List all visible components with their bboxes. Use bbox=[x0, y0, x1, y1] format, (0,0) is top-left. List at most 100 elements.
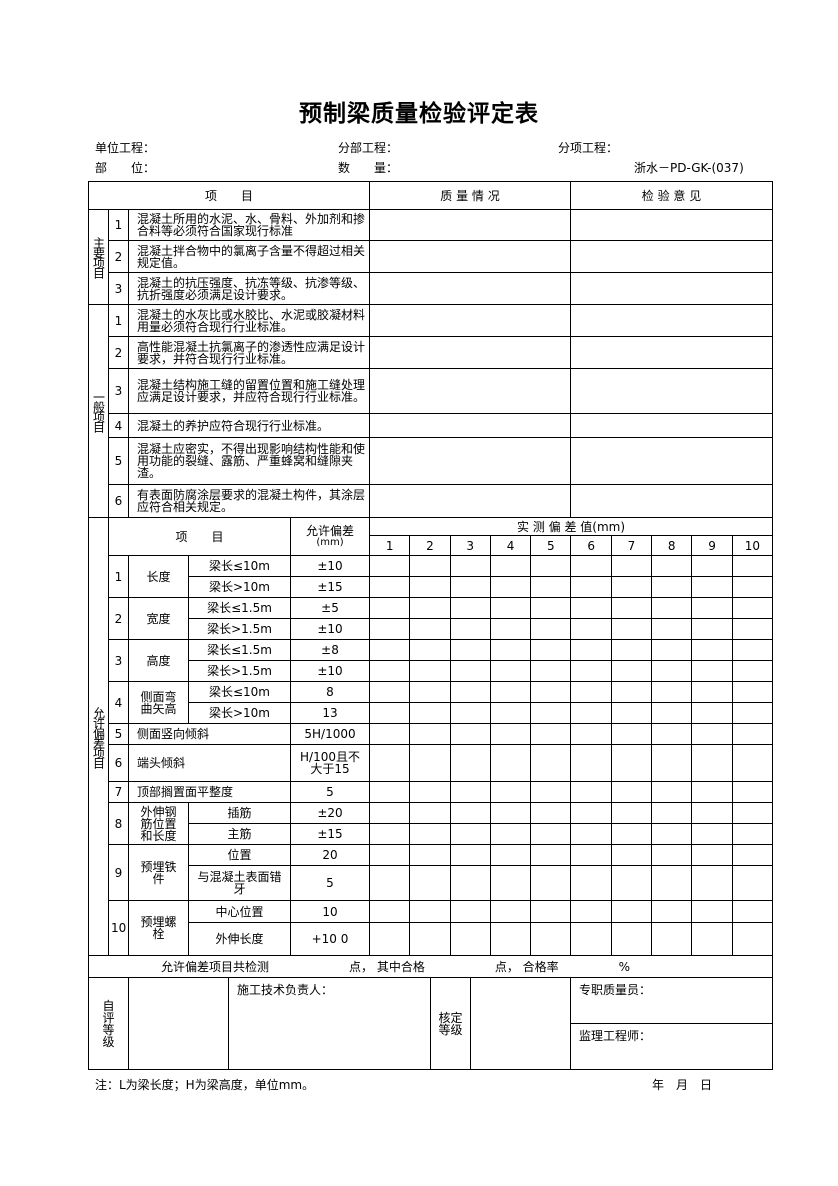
measured-cell[interactable] bbox=[449, 802, 491, 824]
measured-cell[interactable] bbox=[610, 576, 653, 598]
measured-cell[interactable] bbox=[530, 900, 572, 923]
measured-cell[interactable] bbox=[409, 660, 451, 682]
measured-cell[interactable] bbox=[610, 802, 653, 824]
measured-cell[interactable] bbox=[610, 900, 653, 923]
opinion-cell[interactable] bbox=[570, 240, 773, 273]
measured-cell[interactable] bbox=[489, 922, 532, 956]
measured-cell[interactable] bbox=[409, 723, 451, 745]
measured-cell[interactable] bbox=[570, 865, 612, 901]
measured-cell[interactable] bbox=[651, 744, 693, 782]
measured-cell[interactable] bbox=[489, 576, 532, 598]
measured-cell[interactable] bbox=[570, 681, 612, 703]
measured-cell[interactable] bbox=[731, 723, 774, 745]
measured-cell[interactable] bbox=[530, 922, 572, 956]
measured-cell[interactable] bbox=[368, 922, 411, 956]
measured-cell[interactable] bbox=[530, 723, 572, 745]
measured-cell[interactable] bbox=[530, 597, 572, 619]
measured-cell[interactable] bbox=[691, 660, 733, 682]
measured-cell[interactable] bbox=[651, 660, 693, 682]
measured-cell[interactable] bbox=[651, 702, 693, 724]
measured-cell[interactable] bbox=[731, 865, 774, 901]
measured-cell[interactable] bbox=[651, 681, 693, 703]
measured-cell[interactable] bbox=[731, 744, 774, 782]
measured-cell[interactable] bbox=[409, 865, 451, 901]
measured-cell[interactable] bbox=[731, 618, 774, 640]
measured-cell[interactable] bbox=[449, 576, 491, 598]
measured-cell[interactable] bbox=[368, 781, 411, 803]
measured-cell[interactable] bbox=[530, 823, 572, 845]
measured-cell[interactable] bbox=[610, 660, 653, 682]
measured-cell[interactable] bbox=[731, 660, 774, 682]
measured-cell[interactable] bbox=[368, 844, 411, 866]
quality-cell[interactable] bbox=[369, 368, 571, 414]
measured-cell[interactable] bbox=[731, 639, 774, 661]
measured-cell[interactable] bbox=[691, 781, 733, 803]
measured-cell[interactable] bbox=[449, 744, 491, 782]
measured-cell[interactable] bbox=[570, 781, 612, 803]
measured-cell[interactable] bbox=[489, 702, 532, 724]
measured-cell[interactable] bbox=[651, 823, 693, 845]
measured-cell[interactable] bbox=[409, 639, 451, 661]
measured-cell[interactable] bbox=[449, 844, 491, 866]
measured-cell[interactable] bbox=[489, 681, 532, 703]
measured-cell[interactable] bbox=[449, 660, 491, 682]
measured-cell[interactable] bbox=[449, 597, 491, 619]
measured-cell[interactable] bbox=[570, 744, 612, 782]
measured-cell[interactable] bbox=[368, 660, 411, 682]
measured-cell[interactable] bbox=[691, 618, 733, 640]
measured-cell[interactable] bbox=[610, 702, 653, 724]
measured-cell[interactable] bbox=[651, 723, 693, 745]
measured-cell[interactable] bbox=[489, 660, 532, 682]
measured-cell[interactable] bbox=[409, 702, 451, 724]
measured-cell[interactable] bbox=[530, 865, 572, 901]
measured-cell[interactable] bbox=[570, 639, 612, 661]
measured-cell[interactable] bbox=[570, 576, 612, 598]
quality-cell[interactable] bbox=[369, 304, 571, 337]
measured-cell[interactable] bbox=[691, 702, 733, 724]
opinion-cell[interactable] bbox=[570, 304, 773, 337]
measured-cell[interactable] bbox=[570, 597, 612, 619]
measured-cell[interactable] bbox=[368, 744, 411, 782]
measured-cell[interactable] bbox=[610, 781, 653, 803]
measured-cell[interactable] bbox=[449, 781, 491, 803]
measured-cell[interactable] bbox=[368, 597, 411, 619]
measured-cell[interactable] bbox=[489, 865, 532, 901]
measured-cell[interactable] bbox=[691, 597, 733, 619]
measured-cell[interactable] bbox=[691, 681, 733, 703]
opinion-cell[interactable] bbox=[570, 368, 773, 414]
measured-cell[interactable] bbox=[610, 744, 653, 782]
measured-cell[interactable] bbox=[570, 660, 612, 682]
measured-cell[interactable] bbox=[530, 618, 572, 640]
opinion-cell[interactable] bbox=[570, 336, 773, 369]
measured-cell[interactable] bbox=[530, 660, 572, 682]
measured-cell[interactable] bbox=[449, 823, 491, 845]
measured-cell[interactable] bbox=[368, 681, 411, 703]
measured-cell[interactable] bbox=[530, 555, 572, 577]
measured-cell[interactable] bbox=[570, 702, 612, 724]
measured-cell[interactable] bbox=[409, 844, 451, 866]
measured-cell[interactable] bbox=[409, 900, 451, 923]
measured-cell[interactable] bbox=[731, 781, 774, 803]
measured-cell[interactable] bbox=[530, 802, 572, 824]
measured-cell[interactable] bbox=[368, 555, 411, 577]
measured-cell[interactable] bbox=[530, 744, 572, 782]
quality-cell[interactable] bbox=[369, 209, 571, 241]
measured-cell[interactable] bbox=[731, 681, 774, 703]
measured-cell[interactable] bbox=[409, 802, 451, 824]
measured-cell[interactable] bbox=[691, 823, 733, 845]
measured-cell[interactable] bbox=[691, 844, 733, 866]
measured-cell[interactable] bbox=[610, 844, 653, 866]
measured-cell[interactable] bbox=[691, 576, 733, 598]
quality-cell[interactable] bbox=[369, 272, 571, 305]
measured-cell[interactable] bbox=[368, 865, 411, 901]
measured-cell[interactable] bbox=[449, 639, 491, 661]
measured-cell[interactable] bbox=[610, 865, 653, 901]
measured-cell[interactable] bbox=[489, 900, 532, 923]
measured-cell[interactable] bbox=[368, 802, 411, 824]
measured-cell[interactable] bbox=[489, 597, 532, 619]
measured-cell[interactable] bbox=[409, 681, 451, 703]
verify-grade-value[interactable] bbox=[470, 977, 571, 1070]
measured-cell[interactable] bbox=[691, 802, 733, 824]
measured-cell[interactable] bbox=[651, 865, 693, 901]
measured-cell[interactable] bbox=[570, 922, 612, 956]
